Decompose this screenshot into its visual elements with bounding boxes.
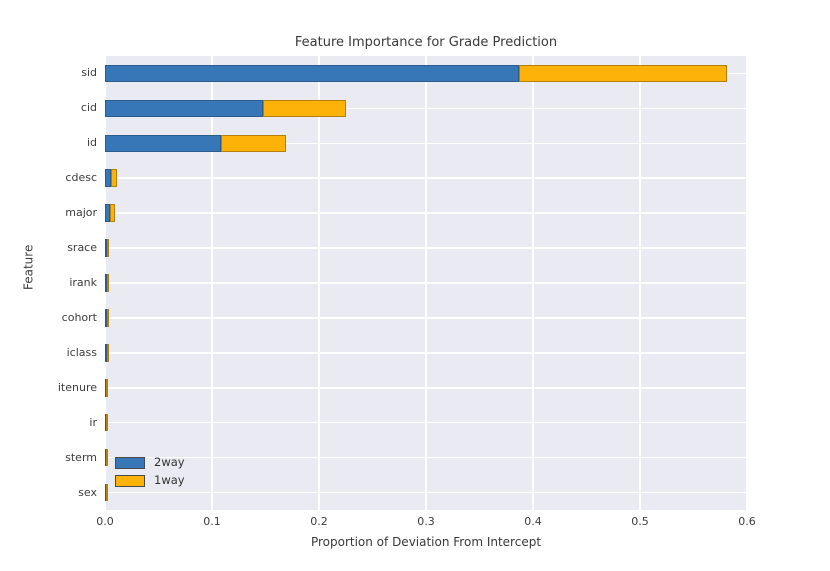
plot-area: 2way 1way (105, 56, 747, 510)
y-tick-sex: sex (78, 485, 97, 499)
x-axis-label: Proportion of Deviation From Intercept (310, 535, 542, 549)
y-tick-sterm: sterm (65, 450, 97, 464)
y-tick-itenure: itenure (57, 380, 97, 394)
x-tick-0.4: 0.4 (524, 515, 542, 528)
bar-major-1way (110, 204, 115, 222)
y-tick-srace: srace (67, 241, 97, 255)
bar-iclass-1way (107, 344, 110, 362)
y-tick-irank: irank (69, 276, 97, 289)
v-gridline (211, 56, 213, 510)
bar-iclass-2way (105, 344, 108, 362)
legend-item-2way: 2way (115, 456, 185, 469)
chart-title: Feature Importance for Grade Prediction (294, 35, 558, 50)
bar-cid-1way (263, 99, 346, 118)
bar-sid-2way (105, 64, 520, 83)
v-gridline (425, 56, 427, 510)
bar-sex-1way (106, 483, 109, 502)
bar-ir-1way (106, 413, 109, 432)
bar-itenure-1way (106, 379, 109, 397)
x-tick-0.1: 0.1 (203, 515, 221, 528)
v-gridline (318, 56, 320, 510)
x-tick-0.6: 0.6 (738, 515, 756, 528)
x-tick-0.5: 0.5 (631, 515, 649, 528)
bar-irank-1way (107, 274, 110, 292)
legend-swatch-2way (115, 456, 145, 469)
legend-swatch-1way (115, 474, 145, 487)
y-tick-cdesc: cdesc (65, 171, 97, 185)
x-tick-0.3: 0.3 (417, 515, 435, 528)
y-tick-cohort: cohort (61, 310, 97, 324)
v-gridline (639, 56, 641, 510)
y-tick-major: major (65, 206, 97, 220)
bar-srace-1way (107, 239, 110, 257)
y-tick-sid: sid (81, 66, 97, 80)
bar-sterm-1way (106, 448, 109, 467)
legend-label-1way: 1way (154, 473, 185, 487)
y-tick-ir: ir (89, 415, 97, 429)
bar-cohort-1way (107, 309, 110, 327)
bar-cid-2way (105, 99, 264, 118)
bar-id-2way (105, 134, 221, 153)
v-gridline (532, 56, 534, 510)
legend-label-2way: 2way (154, 455, 185, 469)
bar-cdesc-2way (105, 169, 112, 187)
x-tick-labels: 0.0 0.1 0.2 0.3 0.4 0.5 0.6 (0, 515, 830, 530)
bar-id-1way (220, 134, 286, 153)
bar-srace-2way (105, 239, 108, 257)
v-gridline (746, 56, 747, 510)
y-tick-id: id (86, 136, 97, 150)
y-tick-iclass: iclass (66, 345, 97, 359)
legend-item-1way: 1way (115, 474, 185, 487)
bar-cdesc-1way (111, 169, 117, 187)
y-tick-labels: sid cid id cdesc major srace irank cohort iclass… (0, 56, 97, 510)
legend: 2way 1way (115, 456, 185, 492)
bar-major-2way (105, 204, 111, 222)
x-tick-0.2: 0.2 (310, 515, 328, 528)
bar-cohort-2way (105, 309, 108, 327)
y-tick-cid: cid (80, 101, 97, 115)
bar-irank-2way (105, 274, 108, 292)
bar-sid-1way (519, 64, 727, 83)
x-tick-0.0: 0.0 (96, 515, 114, 528)
